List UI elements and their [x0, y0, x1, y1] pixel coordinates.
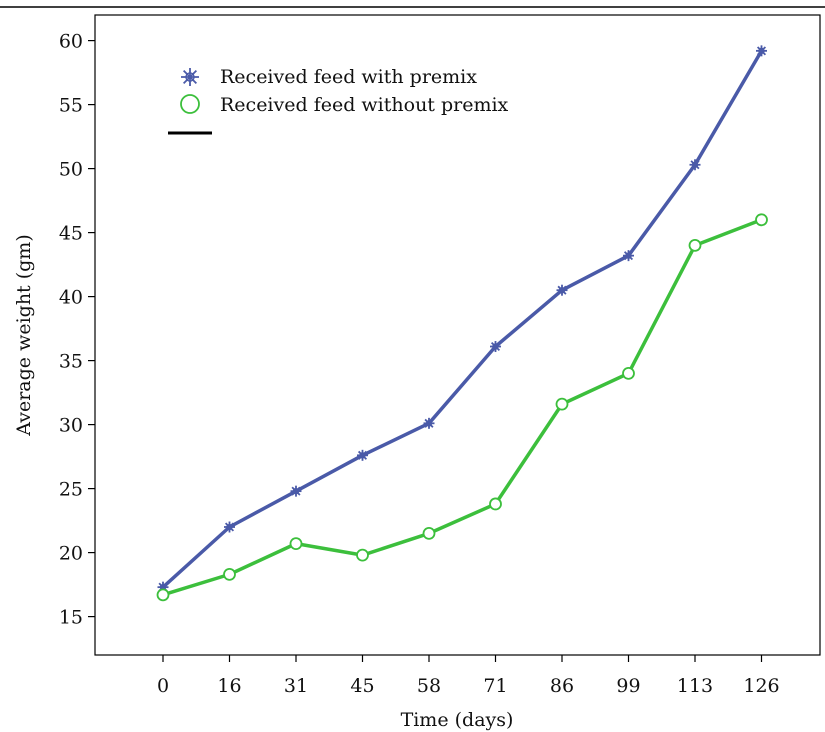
- legend-label-premix: Received feed with premix: [220, 66, 477, 88]
- y-tick-label: 30: [59, 415, 83, 437]
- y-tick-label: 35: [59, 351, 83, 373]
- x-axis-title: Time (days): [401, 709, 514, 731]
- legend: Received feed with premix Received feed …: [168, 66, 509, 135]
- data-point-no-premix: [555, 397, 569, 411]
- legend-star-icon: [181, 68, 199, 86]
- data-point-no-premix: [422, 527, 436, 540]
- y-axis-title: Average weight (gm): [13, 234, 35, 436]
- data-point-no-premix: [223, 567, 236, 581]
- data-point-premix: [756, 45, 767, 57]
- x-tick-label: 99: [616, 675, 640, 697]
- x-tick-label: 16: [217, 675, 241, 697]
- data-point-premix: [556, 284, 568, 296]
- data-point-premix: [357, 449, 368, 461]
- data-point-premix: [224, 521, 235, 533]
- data-point-premix: [623, 250, 634, 262]
- data-point-premix: [290, 485, 302, 497]
- data-point-no-premix: [688, 238, 702, 252]
- legend-label-no-premix: Received feed without premix: [220, 94, 509, 116]
- x-tick-label: 58: [417, 675, 441, 697]
- y-axis-ticks: 15 20 25 30 35 40 45 50 55 60: [59, 31, 95, 629]
- data-point-no-premix: [489, 497, 502, 511]
- data-point-no-premix: [289, 537, 303, 551]
- data-point-no-premix: [156, 588, 170, 602]
- x-tick-label: 45: [350, 675, 374, 697]
- y-tick-label: 15: [59, 607, 83, 629]
- data-point-premix: [423, 417, 435, 429]
- y-tick-label: 60: [59, 31, 83, 53]
- y-tick-label: 40: [59, 287, 83, 309]
- data-point-premix: [689, 159, 701, 171]
- y-tick-label: 25: [59, 479, 83, 501]
- y-tick-label: 55: [59, 95, 83, 117]
- data-point-no-premix: [356, 548, 369, 562]
- x-tick-label: 71: [483, 675, 507, 697]
- x-tick-label: 0: [157, 675, 169, 697]
- x-tick-label: 31: [284, 675, 308, 697]
- series-line-1: [162, 218, 763, 597]
- legend-circle-icon: [180, 94, 200, 114]
- x-tick-label: 113: [677, 675, 713, 697]
- x-tick-label: 86: [550, 675, 574, 697]
- y-tick-label: 20: [59, 543, 83, 565]
- y-tick-label: 50: [59, 159, 83, 181]
- y-tick-label: 45: [59, 223, 83, 245]
- series-layer: [156, 45, 768, 602]
- legend-marker-no-premix: [180, 94, 200, 114]
- x-tick-label: 126: [743, 675, 779, 697]
- legend-marker-premix: [181, 68, 199, 86]
- x-axis-ticks: 0 16 31 45 58 71 86 99 113 126: [157, 655, 780, 697]
- data-point-no-premix: [755, 213, 768, 227]
- plot-area: [94, 14, 821, 656]
- series-line-0: [161, 49, 764, 589]
- data-point-premix: [490, 341, 501, 353]
- data-point-no-premix: [622, 366, 635, 380]
